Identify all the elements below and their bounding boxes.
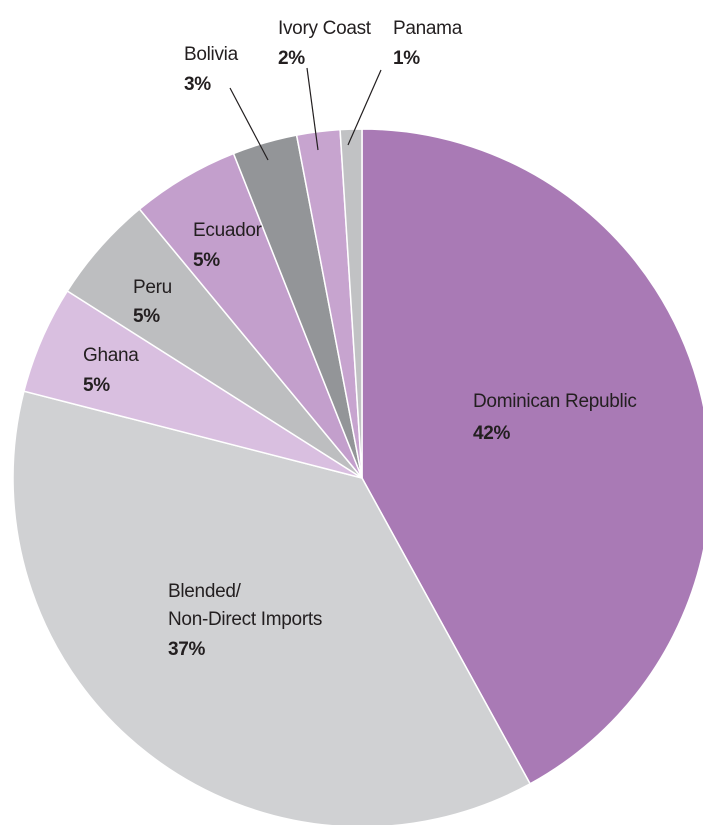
category-label: Ecuador bbox=[193, 220, 263, 241]
value-label: 5% bbox=[193, 250, 220, 271]
category-label: Ghana bbox=[83, 345, 139, 366]
slice bbox=[339, 128, 363, 479]
pie bbox=[12, 128, 703, 825]
slice bbox=[12, 390, 532, 825]
category-label: Bolivia bbox=[184, 44, 239, 65]
value-label: 3% bbox=[184, 74, 211, 95]
labels: Dominican Republic 42% Blended/Non-Direct … bbox=[83, 18, 637, 660]
category-label: Peru bbox=[133, 277, 172, 298]
category-label: Panama bbox=[393, 18, 463, 39]
category-label: Dominican Republic bbox=[473, 391, 637, 412]
value-label: 42% bbox=[473, 423, 511, 444]
value-label: 37% bbox=[168, 639, 206, 660]
value-label: 5% bbox=[133, 306, 160, 327]
category-label: Blended/Non-Direct Imports bbox=[168, 581, 322, 630]
value-label: 5% bbox=[83, 375, 110, 396]
slice bbox=[361, 128, 703, 785]
leader-line bbox=[229, 87, 269, 161]
value-label: 2% bbox=[278, 48, 305, 69]
leader-line bbox=[347, 69, 382, 146]
value-label: 1% bbox=[393, 48, 420, 69]
category-label: Ivory Coast bbox=[278, 18, 372, 39]
leader-lines bbox=[229, 67, 382, 161]
leader-line bbox=[306, 67, 319, 151]
